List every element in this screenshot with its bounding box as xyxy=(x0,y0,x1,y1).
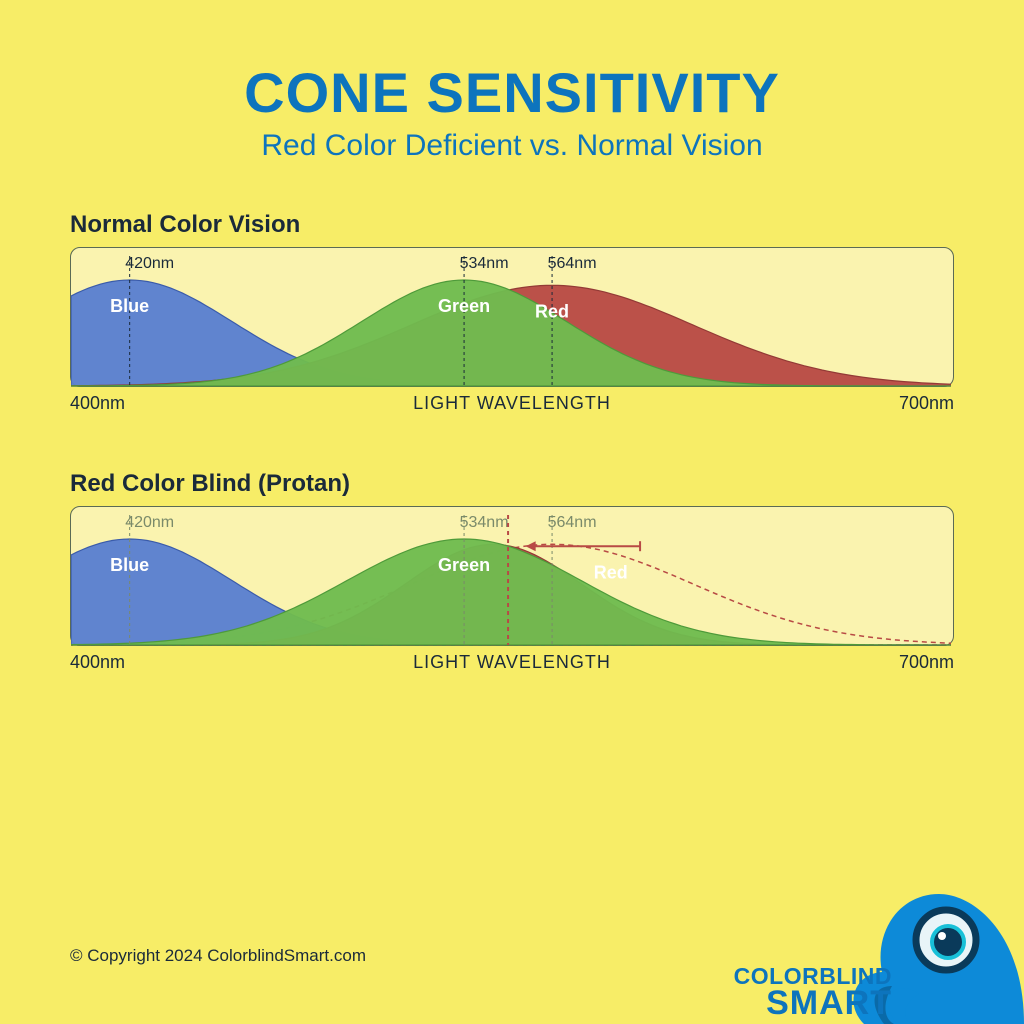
brand-logo: COLORBLINDSMART xyxy=(724,854,1024,1024)
axis-normal: 400nm LIGHT WAVELENGTH 700nm xyxy=(70,393,954,414)
axis-min: 400nm xyxy=(70,652,125,673)
svg-text:Green: Green xyxy=(438,555,490,575)
page-title: CONE SENSITIVITY xyxy=(70,60,954,125)
svg-text:Blue: Blue xyxy=(110,296,149,316)
svg-text:Red: Red xyxy=(535,301,569,321)
svg-text:564nm: 564nm xyxy=(548,255,597,272)
svg-text:Blue: Blue xyxy=(110,555,149,575)
axis-center-label: LIGHT WAVELENGTH xyxy=(125,652,899,673)
panel-protan: Red Color Blind (Protan) 420nm 534nm 564nm… xyxy=(70,470,954,673)
svg-text:Red: Red xyxy=(594,562,628,582)
svg-text:534nm: 534nm xyxy=(460,255,509,272)
panel-normal: Normal Color Vision 420nm 534nm 564nm Blue G… xyxy=(70,211,954,414)
axis-protan: 400nm LIGHT WAVELENGTH 700nm xyxy=(70,652,954,673)
axis-max: 700nm xyxy=(899,393,954,414)
svg-text:420nm: 420nm xyxy=(125,255,174,272)
svg-text:SMART: SMART xyxy=(766,984,892,1022)
svg-text:420nm: 420nm xyxy=(125,514,174,531)
page-subtitle: Red Color Deficient vs. Normal Vision xyxy=(70,129,954,163)
svg-text:534nm: 534nm xyxy=(460,514,509,531)
chart-normal: 420nm 534nm 564nm Blue Green Red xyxy=(70,247,954,387)
axis-max: 700nm xyxy=(899,652,954,673)
panel-protan-title: Red Color Blind (Protan) xyxy=(70,470,954,498)
svg-text:Green: Green xyxy=(438,296,490,316)
axis-center-label: LIGHT WAVELENGTH xyxy=(125,393,899,414)
svg-text:564nm: 564nm xyxy=(548,514,597,531)
copyright: © Copyright 2024 ColorblindSmart.com xyxy=(70,946,366,966)
axis-min: 400nm xyxy=(70,393,125,414)
panel-normal-title: Normal Color Vision xyxy=(70,211,954,239)
chart-protan: 420nm 534nm 564nm Blue Green Red xyxy=(70,506,954,646)
